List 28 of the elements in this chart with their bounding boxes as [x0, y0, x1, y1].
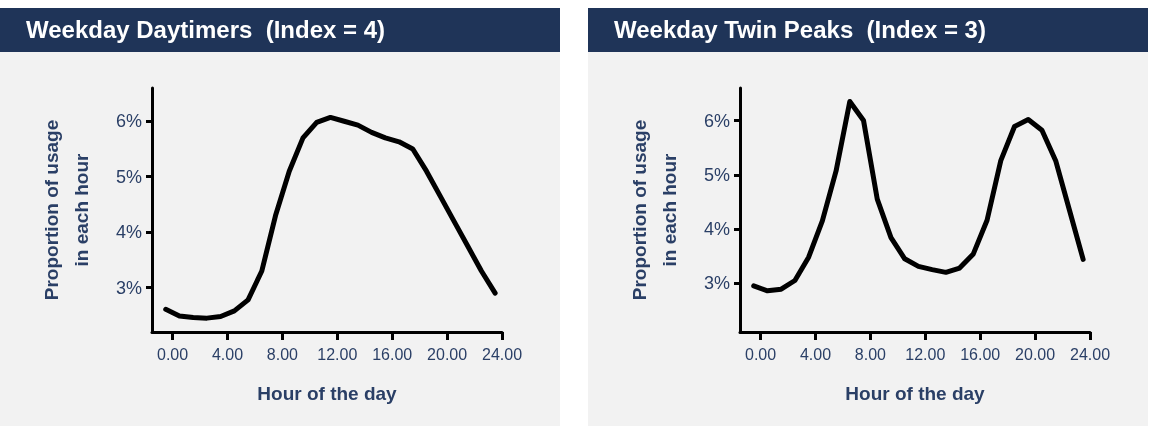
x-tick-label: 8.00	[854, 345, 887, 363]
x-tick-label: 12.00	[317, 345, 358, 363]
x-axis-title: Hour of the day	[257, 383, 398, 404]
chart-title: Weekday Daytimers (Index = 4)	[0, 8, 560, 52]
x-tick-label: 20.00	[1015, 345, 1056, 363]
y-tick-label: 3%	[703, 273, 730, 294]
x-tick-label: 4.00	[799, 345, 832, 363]
y-axis-title: Proportion of usage in each hour	[40, 119, 92, 301]
x-tick-label: 0.00	[157, 345, 189, 363]
y-tick-label: 4%	[703, 218, 730, 239]
x-tick-label: 24.00	[481, 345, 523, 363]
x-tick-label: 16.00	[372, 345, 413, 363]
y-tick-label: 6%	[115, 111, 142, 132]
x-tick-label: 0.00	[745, 345, 777, 363]
y-tick-label: 4%	[115, 222, 142, 243]
x-tick-label: 4.00	[211, 345, 244, 363]
y-tick-label: 5%	[703, 164, 730, 185]
y-axis-title: Proportion of usage in each hour	[628, 119, 680, 301]
x-tick-label: 16.00	[960, 345, 1001, 363]
chart-title: Weekday Twin Peaks (Index = 3)	[588, 8, 1148, 52]
x-tick-label: 24.00	[1069, 345, 1111, 363]
x-tick-label: 12.00	[905, 345, 946, 363]
x-tick-label: 20.00	[427, 345, 468, 363]
y-tick-label: 3%	[115, 277, 142, 298]
y-tick-label: 5%	[115, 166, 142, 187]
x-tick-label: 8.00	[266, 345, 299, 363]
x-axis-title: Hour of the day	[845, 383, 986, 404]
y-tick-label: 6%	[703, 110, 730, 131]
